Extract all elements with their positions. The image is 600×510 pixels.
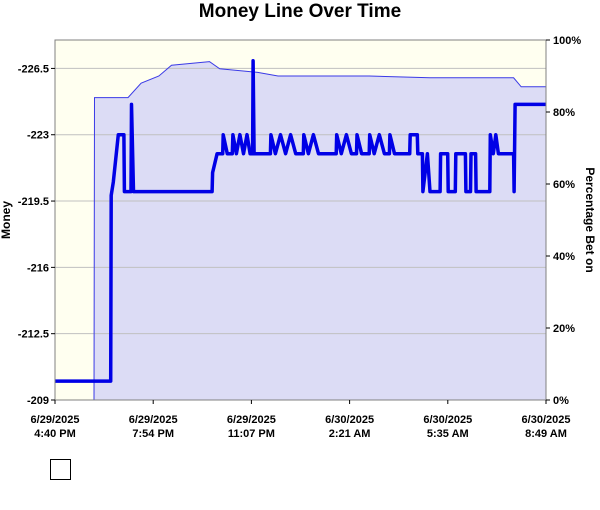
y-tick-label: -216 — [27, 262, 49, 274]
x-tick-date: 6/29/2025 — [31, 414, 80, 426]
x-tick-time: 7:54 PM — [132, 428, 174, 440]
y2-tick-label: 0% — [553, 395, 569, 407]
percent-area — [94, 61, 546, 400]
x-tick-date: 6/30/2025 — [522, 414, 571, 426]
x-tick-time: 4:40 PM — [34, 428, 76, 440]
y-tick-label: -212.5 — [18, 329, 49, 341]
x-tick-time: 8:49 AM — [525, 428, 567, 440]
y-tick-label: -209 — [27, 395, 49, 407]
x-tick-date: 6/30/2025 — [325, 414, 374, 426]
y-tick-label: -219.5 — [18, 196, 49, 208]
x-tick-time: 11:07 PM — [228, 428, 275, 440]
y2-tick-label: 20% — [553, 323, 575, 335]
percent-line — [93, 61, 546, 401]
x-tick-time: 5:35 AM — [427, 428, 469, 440]
y-tick-label: -226.5 — [18, 63, 49, 75]
x-tick-date: 6/29/2025 — [129, 414, 178, 426]
y-axis-title: Money — [0, 201, 13, 239]
money-line — [55, 59, 546, 383]
plot-frame — [54, 39, 547, 401]
y2-tick-label: 60% — [553, 179, 575, 191]
legend-box — [50, 459, 71, 480]
x-tick-date: 6/29/2025 — [227, 414, 276, 426]
y-tick-label: -223 — [27, 130, 49, 142]
y2-tick-label: 40% — [553, 251, 575, 263]
chart-title: Money Line Over Time — [198, 1, 402, 22]
y2-tick-label: 100% — [553, 35, 581, 47]
y2-axis-title: Percentage Bet on — [583, 167, 597, 272]
y2-tick-label: 80% — [553, 107, 575, 119]
x-tick-time: 2:21 AM — [329, 428, 371, 440]
x-tick-date: 6/30/2025 — [423, 414, 472, 426]
